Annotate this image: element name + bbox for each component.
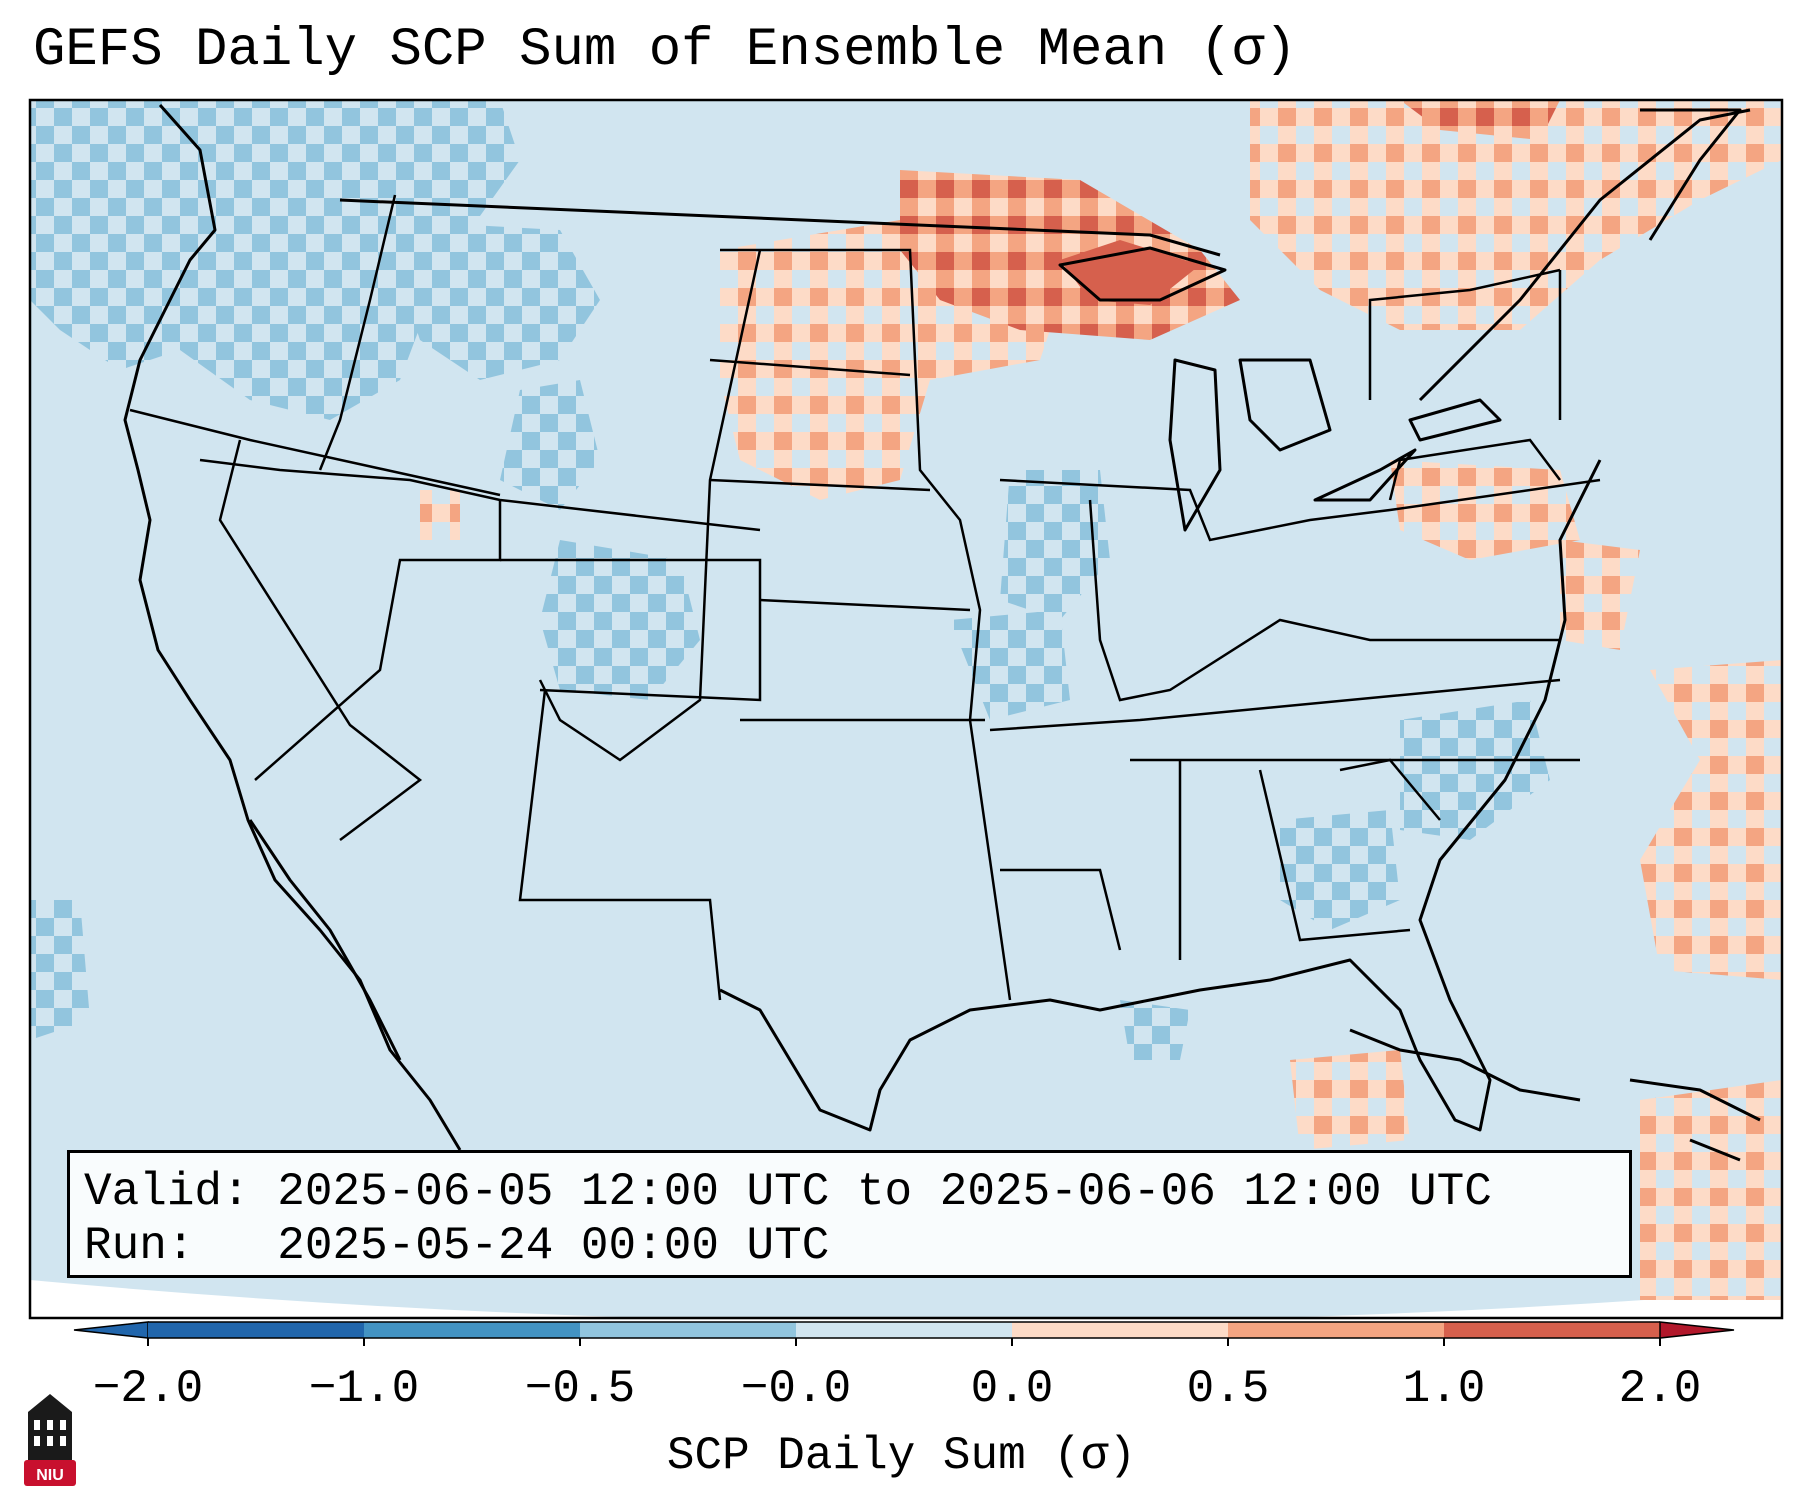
lake-huron-shore [1238, 358, 1332, 452]
valid-label: Valid: [84, 1166, 250, 1218]
map-field [30, 100, 1782, 1318]
gulf-low [1120, 1000, 1190, 1060]
canada-border [339, 198, 1221, 257]
atlantic-gulf-coastline [719, 459, 1602, 1132]
montana-low [380, 220, 600, 380]
colorbar-tick-label: 0.5 [1186, 1363, 1270, 1415]
map-boundaries [123, 104, 1761, 1162]
pacific-offshore-low [30, 900, 90, 1040]
lake-superior-max [1060, 240, 1200, 305]
ontario-high [1250, 100, 1782, 330]
run-label: Run: [84, 1220, 195, 1272]
pennsylvania-high [1390, 460, 1580, 560]
colorbar-tick-label: −2.0 [92, 1363, 204, 1415]
st-lawrence [1418, 108, 1751, 402]
logo-text: NIU [36, 1467, 64, 1484]
domain-edge [30, 1280, 1782, 1318]
missouri-low [950, 610, 1070, 720]
colorbar-tick-label: −0.5 [524, 1363, 636, 1415]
cuba-coastline [1349, 1028, 1581, 1102]
valid-value: 2025-06-05 12:00 UTC to 2025-06-06 12:00… [277, 1166, 1492, 1218]
quebec-high [1400, 100, 1560, 140]
colorbar-tick-label: 1.0 [1402, 1363, 1486, 1415]
map-frame [28, 98, 1784, 1320]
caribbean-high [1640, 1080, 1782, 1300]
positive-anomalies [420, 100, 1782, 1300]
colorbar-tick-label: 0.0 [970, 1363, 1054, 1415]
iowa-low [1000, 470, 1110, 620]
colorbar-segment-1 [364, 1322, 580, 1338]
colorbar-segment-5 [1228, 1322, 1444, 1338]
mid-atlantic-high [1560, 540, 1640, 650]
pacific-northwest-low [30, 100, 520, 420]
colorbar-segment-3 [796, 1322, 1012, 1338]
colorbar-segment-6 [1444, 1322, 1660, 1338]
colorbar-under-arrow [73, 1321, 149, 1339]
caribbean-islands [1629, 1078, 1761, 1162]
colorbar-segment-2 [580, 1322, 796, 1338]
wyoming-low [500, 380, 600, 510]
colorbar-tick-label: −0.0 [740, 1363, 852, 1415]
niu-building-icon: NIU [24, 1394, 76, 1486]
maine-coast [1640, 108, 1742, 241]
colorbar-segment-0 [148, 1322, 364, 1338]
colorbar-tick-marks [147, 1338, 1661, 1346]
validity-info-box: Valid: 2025-06-05 12:00 UTC to 2025-06-0… [67, 1150, 1632, 1278]
baja-coastline [248, 819, 402, 1061]
state-borders [129, 194, 1601, 1001]
cuba-high [1290, 1050, 1410, 1150]
colorbar [73, 1321, 1735, 1346]
colorbar-over-arrow [1659, 1321, 1735, 1339]
negative-anomalies [30, 100, 1550, 1060]
carolinas-low [1400, 700, 1550, 840]
colorbar-tick-label: −1.0 [308, 1363, 420, 1415]
lake-ontario-shore [1408, 398, 1502, 442]
colorbar-segment-4 [1012, 1322, 1228, 1338]
lake-michigan-shore [1168, 358, 1222, 532]
lake-erie-shore [1313, 448, 1417, 502]
georgia-low [1280, 810, 1400, 930]
utah-high [420, 490, 460, 540]
colorbar-tick-label: 2.0 [1618, 1363, 1702, 1415]
lake-superior-shore [1058, 246, 1227, 302]
run-value: 2025-05-24 00:00 UTC [277, 1220, 830, 1272]
map-title: GEFS Daily SCP Sum of Ensemble Mean (σ) [33, 20, 1297, 81]
colorado-low [540, 540, 700, 700]
colorbar-label: SCP Daily Sum (σ) [666, 1430, 1137, 1482]
atlantic-high [1640, 660, 1782, 980]
